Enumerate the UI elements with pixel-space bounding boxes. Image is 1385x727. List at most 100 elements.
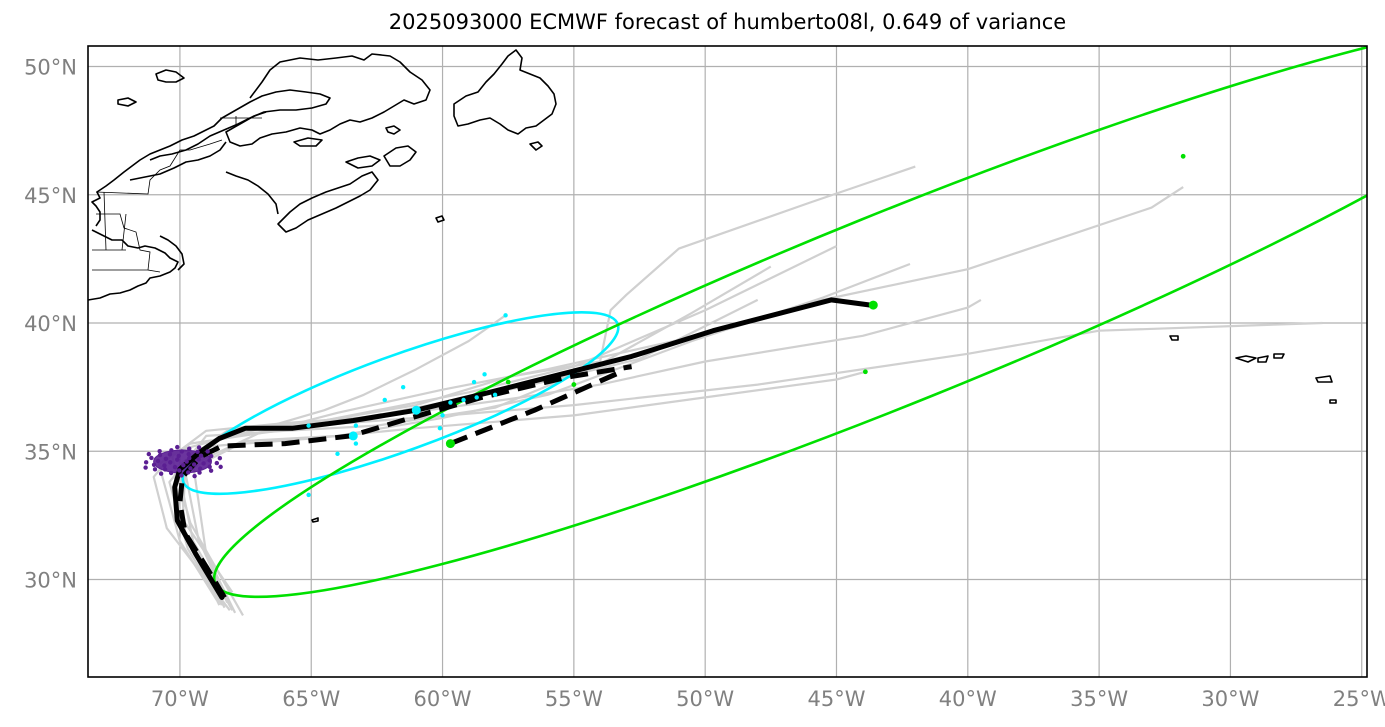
purple-member-dot <box>208 468 214 473</box>
lon-label-40: 40°W <box>939 687 997 711</box>
green-ellipse <box>212 46 1367 599</box>
cyan-marker <box>335 451 340 457</box>
purple-member-dot <box>186 451 191 457</box>
green-marker <box>1180 153 1186 159</box>
longitude-labels: 70°W 65°W 60°W 55°W 50°W 45°W 40°W 35°W 30°W 25°W <box>151 687 1385 711</box>
coastline-nova-scotia <box>277 171 379 233</box>
purple-member-dot <box>179 473 184 478</box>
purple-member-dot <box>175 457 180 462</box>
cyan-marker <box>353 423 359 428</box>
purple-member-dot <box>149 455 154 461</box>
purple-member-dot <box>167 452 173 457</box>
purple-member-dot <box>162 467 168 472</box>
lon-label-30: 30°W <box>1201 687 1259 711</box>
island-4 <box>529 141 543 151</box>
lon-label-70: 70°W <box>151 687 209 711</box>
lon-label-60: 60°W <box>414 687 472 711</box>
ensemble-track-9 <box>173 314 507 594</box>
purple-member-dot <box>184 459 189 464</box>
purple-member-dot <box>187 446 192 451</box>
purple-member-dot <box>146 451 152 457</box>
coastline-newfoundland <box>453 49 557 135</box>
cyan-marker <box>482 372 487 377</box>
ensemble-tracks <box>152 165 1323 616</box>
cyan-marker <box>448 400 453 405</box>
purple-member-dot <box>218 464 223 470</box>
purple-member-dot <box>201 461 206 466</box>
purple-member-dot <box>176 453 181 459</box>
purple-member-dot <box>185 470 191 475</box>
purple-member-dot <box>177 468 182 473</box>
purple-member-dot <box>172 464 178 470</box>
purple-member-dot <box>205 449 210 454</box>
green-marker <box>571 382 577 387</box>
cyan-marker <box>461 397 466 403</box>
purple-member-dot <box>195 449 200 455</box>
green-marker <box>445 439 455 449</box>
cyan-marker <box>306 423 311 428</box>
state-borders <box>92 116 262 273</box>
lon-label-45: 45°W <box>807 687 865 711</box>
lon-label-65: 65°W <box>282 687 340 711</box>
purple-member-dot <box>175 444 180 450</box>
purple-member-dot <box>179 449 185 454</box>
cyan-ellipse <box>181 310 620 496</box>
border-us-canada <box>95 139 223 195</box>
purple-member-dot <box>162 463 167 468</box>
coastline-maine <box>159 235 185 271</box>
cyan-marker <box>306 492 311 498</box>
purple-member-dot <box>152 467 158 472</box>
island-azores-4 <box>1315 375 1333 383</box>
purple-member-dot <box>143 460 149 465</box>
island-5 <box>435 215 445 223</box>
purple-member-dot <box>197 470 202 475</box>
green-marker <box>862 369 868 375</box>
latitude-labels: 50°N 45°N 40°N 35°N 30°N <box>24 56 77 593</box>
purple-member-dot <box>157 448 162 454</box>
cyan-marker <box>382 397 387 403</box>
coastline-labrador <box>225 53 431 147</box>
purple-member-dot <box>168 470 174 476</box>
cyan-marker <box>492 392 498 398</box>
gridlines <box>88 46 1367 677</box>
purple-member-dot <box>188 466 193 471</box>
purple-member-dot <box>217 455 223 461</box>
dashed-track <box>177 364 633 599</box>
green-marker <box>868 300 878 310</box>
purple-member-dot <box>197 466 203 471</box>
purple-member-dot <box>163 456 169 461</box>
coastline-cape-breton <box>383 145 417 167</box>
purple-member-dot <box>214 460 220 466</box>
uncertainty-ellipses <box>153 46 1367 599</box>
island-azores-2 <box>1257 355 1269 363</box>
ensemble-track-6 <box>181 370 866 606</box>
lon-label-50: 50°W <box>676 687 734 711</box>
purple-member-dot <box>187 455 192 461</box>
lat-label-40: 40°N <box>24 312 77 336</box>
purple-member-dot <box>196 445 202 450</box>
island-6 <box>1169 335 1179 341</box>
cyan-marker <box>440 413 445 418</box>
lon-label-55: 55°W <box>545 687 603 711</box>
position-markers <box>143 153 1186 498</box>
lat-label-50: 50°N <box>24 56 77 80</box>
purple-member-dot <box>196 457 201 462</box>
green-marker <box>505 379 511 385</box>
cyan-marker <box>437 425 443 431</box>
lon-label-25: 25°W <box>1333 687 1385 711</box>
island-azores-1 <box>1235 355 1257 363</box>
plot-frame <box>87 45 1368 678</box>
coastline-pei <box>345 155 381 169</box>
island-2 <box>155 69 185 83</box>
lat-label-30: 30°N <box>24 569 77 593</box>
lat-label-45: 45°N <box>24 184 77 208</box>
chart-title: 2025093000 ECMWF forecast of humberto08l… <box>388 10 1067 34</box>
coastline-gulf <box>129 141 227 181</box>
purple-member-dot <box>192 473 197 479</box>
island-azores-5 <box>1329 399 1337 404</box>
dashed-track-branch <box>449 369 623 446</box>
purple-member-dot <box>207 458 212 463</box>
island-1 <box>117 97 137 107</box>
cyan-marker <box>400 384 406 390</box>
